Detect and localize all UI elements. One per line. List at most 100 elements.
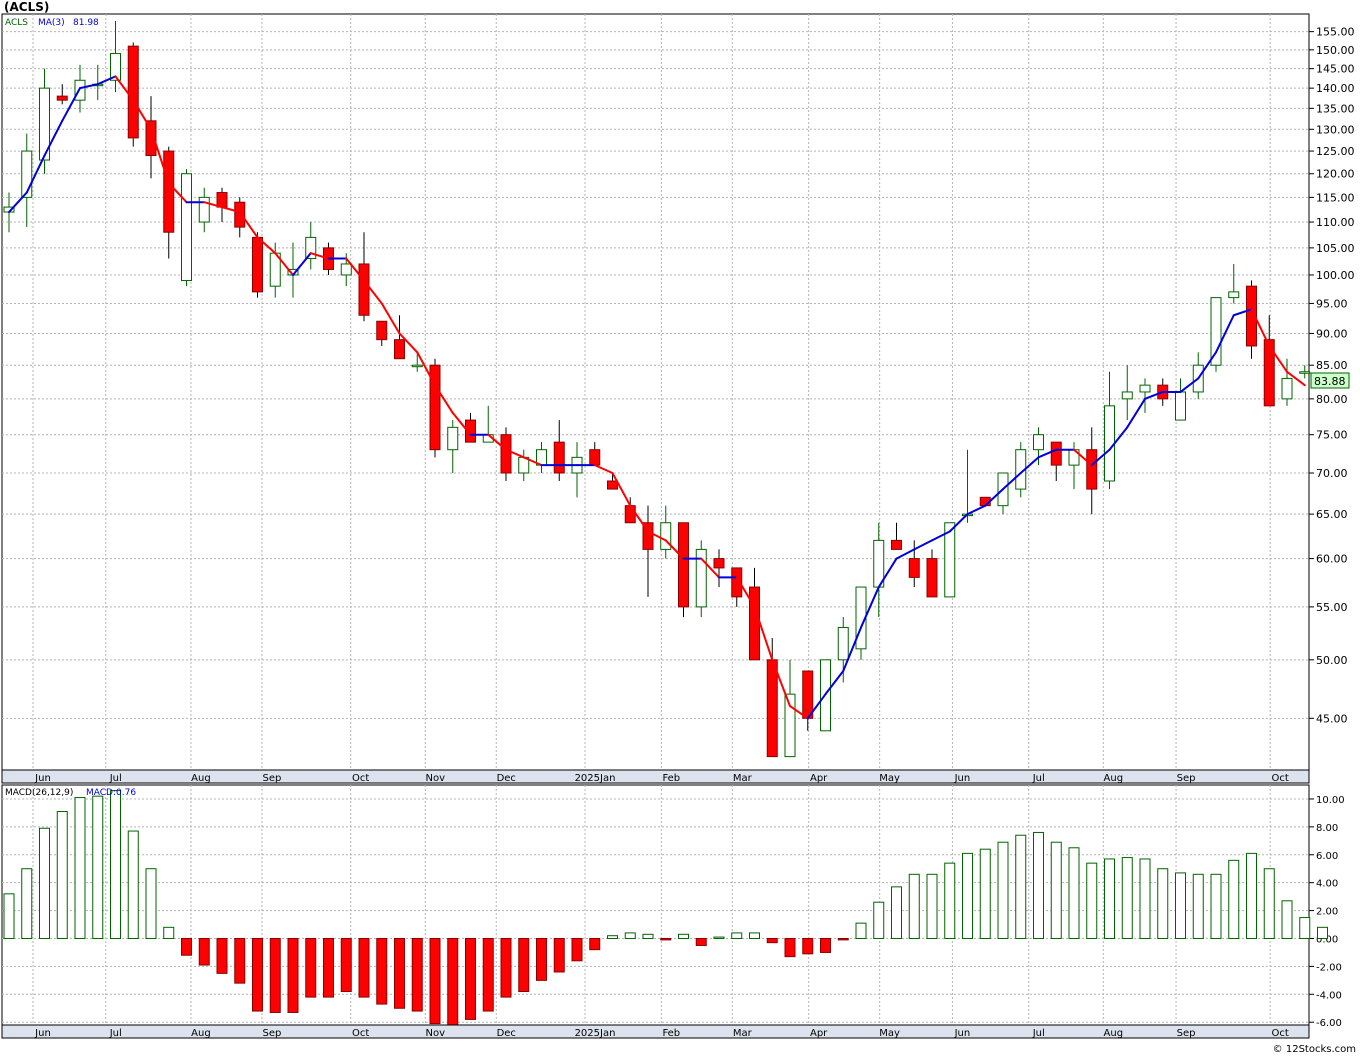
candle [429,358,441,458]
ma-segment [789,705,809,720]
macd-legend-value: MACD:0.76 [86,788,136,798]
candle [1121,365,1133,421]
price-tick-label: 55.00 [1316,601,1348,614]
macd-bar [642,933,654,939]
macd-bar [766,937,778,944]
macd-bar [1192,873,1204,939]
price-grid [2,14,1309,770]
macd-bar [518,937,530,993]
ma-segment [984,488,1004,507]
ma-segment [221,206,241,214]
candle-body [216,192,228,208]
candle [394,315,405,360]
legend-ticker: ACLS [5,18,28,28]
month-label: Jun [954,1028,971,1039]
month-label: May [879,1028,900,1039]
month-label: Jun [34,773,51,784]
month-label: Apr [810,773,828,784]
price-tick-label: 85.00 [1316,359,1348,372]
candle [553,420,565,481]
legend-ma-value: 81.98 [73,18,99,28]
macd-bar [21,868,33,939]
candle-body [1210,297,1222,366]
macd-bar [1299,917,1311,939]
ma-segment [611,471,632,507]
ma-segment [522,456,543,467]
candle [447,420,459,473]
candle-body [127,45,139,139]
macd-bar [678,933,689,939]
price-tick-label: 140.00 [1316,82,1355,95]
month-label: Nov [425,773,445,784]
candle-body [500,434,512,474]
ma-segment [114,75,135,102]
ma-segment [203,201,223,209]
ma-segment [860,586,880,629]
month-label: Jul [1032,1028,1045,1039]
ma-segment [806,693,827,720]
ma-segment [309,252,330,260]
month-label: 2025Jan [575,773,616,784]
macd-bar [1104,858,1115,939]
macd-histogram [3,790,1328,1027]
candle-body [802,670,814,719]
macd-bar [358,937,370,998]
month-axis-bottom: Jun Jul Aug Sep Oct Nov Dec 2025Jan Feb Mar Apr May… [1,1024,1310,1039]
price-tick-label: 135.00 [1316,102,1355,115]
candle-body [607,480,618,490]
macd-tick-label: -6.00 [1316,1018,1342,1029]
price-tick-label: 125.00 [1316,145,1355,158]
candle [163,146,175,259]
candle [21,133,33,228]
candle [713,549,725,588]
macd-bar [376,937,388,1005]
candle [1263,315,1275,407]
candle-body [411,364,423,368]
month-label: Feb [662,1028,680,1039]
candle [855,586,867,660]
candle [1228,263,1240,304]
last-price-marker: 83.88 [1310,372,1350,389]
ma-segment [1126,397,1146,429]
macd-bar [908,873,920,939]
ma-segment [931,530,951,542]
price-tick-label: 95.00 [1316,297,1348,310]
candle [252,232,263,298]
macd-bar [394,937,405,1009]
candle-body [429,364,441,451]
site-credit: © 12Stocks.com [1273,1044,1356,1055]
candle-body [198,196,210,223]
ma-segment [167,182,188,204]
candle [305,222,317,270]
month-label: Mar [733,773,753,784]
macd-bar [891,886,902,939]
candle-body [305,236,317,260]
candle-body [252,236,263,293]
candle-body [447,426,459,451]
macd-bar [305,937,317,998]
macd-bar [1246,852,1257,939]
macd-bar [92,795,104,939]
macd-bar [607,935,618,939]
month-label: Jun [954,773,971,784]
macd-bar [3,893,15,939]
macd-bar [323,937,334,998]
candle-body [1299,371,1311,374]
candle [234,197,246,238]
candle-body [163,150,175,233]
macd-bar [287,937,299,1013]
month-label: Feb [662,773,680,784]
macd-bar [1121,857,1133,939]
month-label: Nov [425,1028,445,1039]
ma-segment [948,513,969,533]
macd-bar [340,937,352,993]
ma-segment [966,504,987,516]
ma-segment [150,128,170,185]
candle [731,567,743,607]
macd-axis: 10.00 8.00 6.00 4.00 2.00 0.00 -2.00 -4.00 -6.00 [1309,795,1345,1029]
candle [660,505,672,559]
macd-bar [784,937,796,958]
ma-segment [629,504,649,533]
candle-body [56,95,68,101]
macd-bar [1068,847,1080,939]
